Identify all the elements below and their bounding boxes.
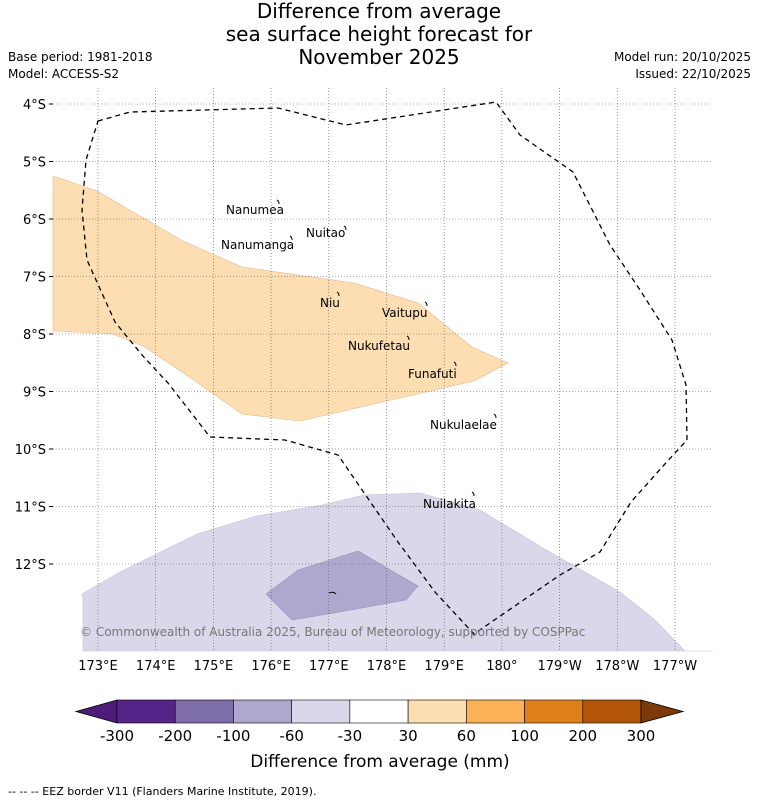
model-name: Model: ACCESS-S2 [8, 67, 120, 81]
colorbar-bin [524, 699, 584, 724]
lat-label: 8°S [23, 328, 46, 343]
colorbar-tick-label: -60 [279, 727, 304, 745]
island-label: Funafuti [408, 367, 457, 381]
colorbar-tick-label: 60 [457, 727, 476, 745]
island-coastline [453, 361, 457, 367]
lon-label: 173°E [78, 659, 118, 674]
island-nuitao: Nuitao [306, 225, 347, 240]
title-line-1: Difference from average [256, 0, 502, 23]
island-label: Nuitao [306, 226, 345, 240]
model-run: Model run: 20/10/2025 [613, 50, 751, 64]
island-coastline [336, 291, 340, 297]
copyright-note: © Commonwealth of Australia 2025, Bureau… [80, 625, 585, 639]
island-coastline [343, 225, 347, 231]
colorbar-tick-label: -300 [100, 727, 134, 745]
lat-label: 4°S [23, 98, 46, 113]
colorbar-tick-label: -200 [158, 727, 192, 745]
colorbar-tick-label: 300 [627, 727, 656, 745]
lat-label: 12°S [15, 558, 46, 573]
island-nanumea: Nanumea [226, 199, 284, 217]
lat-label: 11°S [15, 501, 46, 516]
colorbar-bin [116, 699, 176, 724]
anomaly-shading [52, 175, 713, 652]
island-nanumanga: Nanumanga [221, 235, 294, 252]
colorbar-tick-label: 30 [399, 727, 418, 745]
chart-title: Difference from average sea surface heig… [0, 0, 758, 69]
island-label: Nukulaelae [430, 418, 497, 432]
island-label: Nanumea [226, 203, 284, 217]
anomaly-region-mid [265, 550, 419, 621]
colorbar-tick-label: 200 [568, 727, 597, 745]
graticule [53, 88, 713, 651]
island-nuilakita: Nuilakita [423, 491, 476, 511]
title-line-2: sea surface height forecast for [225, 22, 533, 46]
colorbar-extend-low [74, 699, 118, 724]
colorbar-bin [174, 699, 234, 724]
lat-label: 5°S [23, 156, 46, 171]
longitude-labels: 173°E 174°E 175°E 176°E 177°E 178°E 179°E 180° 1… [78, 659, 697, 674]
colorbar-tick-label: 100 [510, 727, 539, 745]
island-nukulaelae: Nukulaelae [430, 413, 497, 432]
lon-label: 175°E [194, 659, 234, 674]
anomaly-region-positive [52, 175, 509, 422]
island-coastline [276, 199, 280, 205]
island-coastline [424, 301, 428, 307]
eez-border [81, 101, 688, 635]
island-funafuti: Funafuti [408, 361, 457, 381]
islet-marker [328, 591, 337, 595]
lon-label: 174°E [136, 659, 176, 674]
island-label: Nanumanga [221, 238, 294, 252]
island-label: Nuilakita [423, 497, 476, 511]
island-coastline [289, 235, 293, 241]
colorbar: -300 -200 -100 -60 -30 30 60 100 200 300 [74, 699, 685, 745]
issued-date: Issued: 22/10/2025 [635, 67, 751, 81]
island-coastline [406, 335, 410, 341]
anomaly-region-low [81, 492, 713, 652]
lat-label: 7°S [23, 271, 46, 286]
island-coastline [471, 491, 475, 497]
lon-label: 179°W [538, 659, 582, 674]
island-label: Nukufetau [348, 339, 410, 353]
colorbar-bin [582, 699, 642, 724]
latitude-labels: 4°S 5°S 6°S 7°S 8°S 9°S 10°S 11°S 12°S [15, 98, 53, 573]
lon-label: 178°E [367, 659, 407, 674]
colorbar-extend-high [640, 699, 685, 724]
colorbar-title: Difference from average (mm) [250, 752, 509, 772]
island-label: Vaitupu [382, 306, 428, 320]
island-label: Niu [320, 296, 340, 310]
colorbar-bin [291, 699, 351, 724]
colorbar-bin [407, 699, 467, 724]
meta-right: Model run: 20/10/2025 Issued: 22/10/2025 [614, 49, 751, 83]
colorbar-tick-label: -30 [338, 727, 363, 745]
base-period: Base period: 1981-2018 [8, 50, 153, 64]
colorbar-bin [233, 699, 292, 724]
colorbar-bin [349, 699, 409, 724]
lat-label: 10°S [15, 443, 46, 458]
island-niu: Niu [320, 291, 340, 310]
lon-label: 179°E [424, 659, 464, 674]
eez-legend: -- -- -- EEZ border V11 (Flanders Marine… [8, 785, 317, 798]
colorbar-tick-label: -100 [216, 727, 250, 745]
colorbar-bin [466, 699, 525, 724]
lon-label: 177°W [653, 659, 697, 674]
lon-label: 177°E [309, 659, 349, 674]
lat-label: 6°S [23, 213, 46, 228]
meta-left: Base period: 1981-2018 Model: ACCESS-S2 [8, 49, 153, 83]
lon-label: 178°W [595, 659, 639, 674]
island-nukufetau: Nukufetau [348, 335, 410, 353]
title-line-3: November 2025 [298, 45, 460, 69]
lon-label: 180° [486, 659, 517, 674]
island-vaitupu: Vaitupu [382, 301, 428, 320]
island-coastline [493, 413, 497, 419]
lat-label: 9°S [23, 386, 46, 401]
island-markers: Nanumea Nuitao Nanumanga Niu Vaitupu Nukufeta… [221, 199, 497, 511]
lon-label: 176°E [251, 659, 291, 674]
